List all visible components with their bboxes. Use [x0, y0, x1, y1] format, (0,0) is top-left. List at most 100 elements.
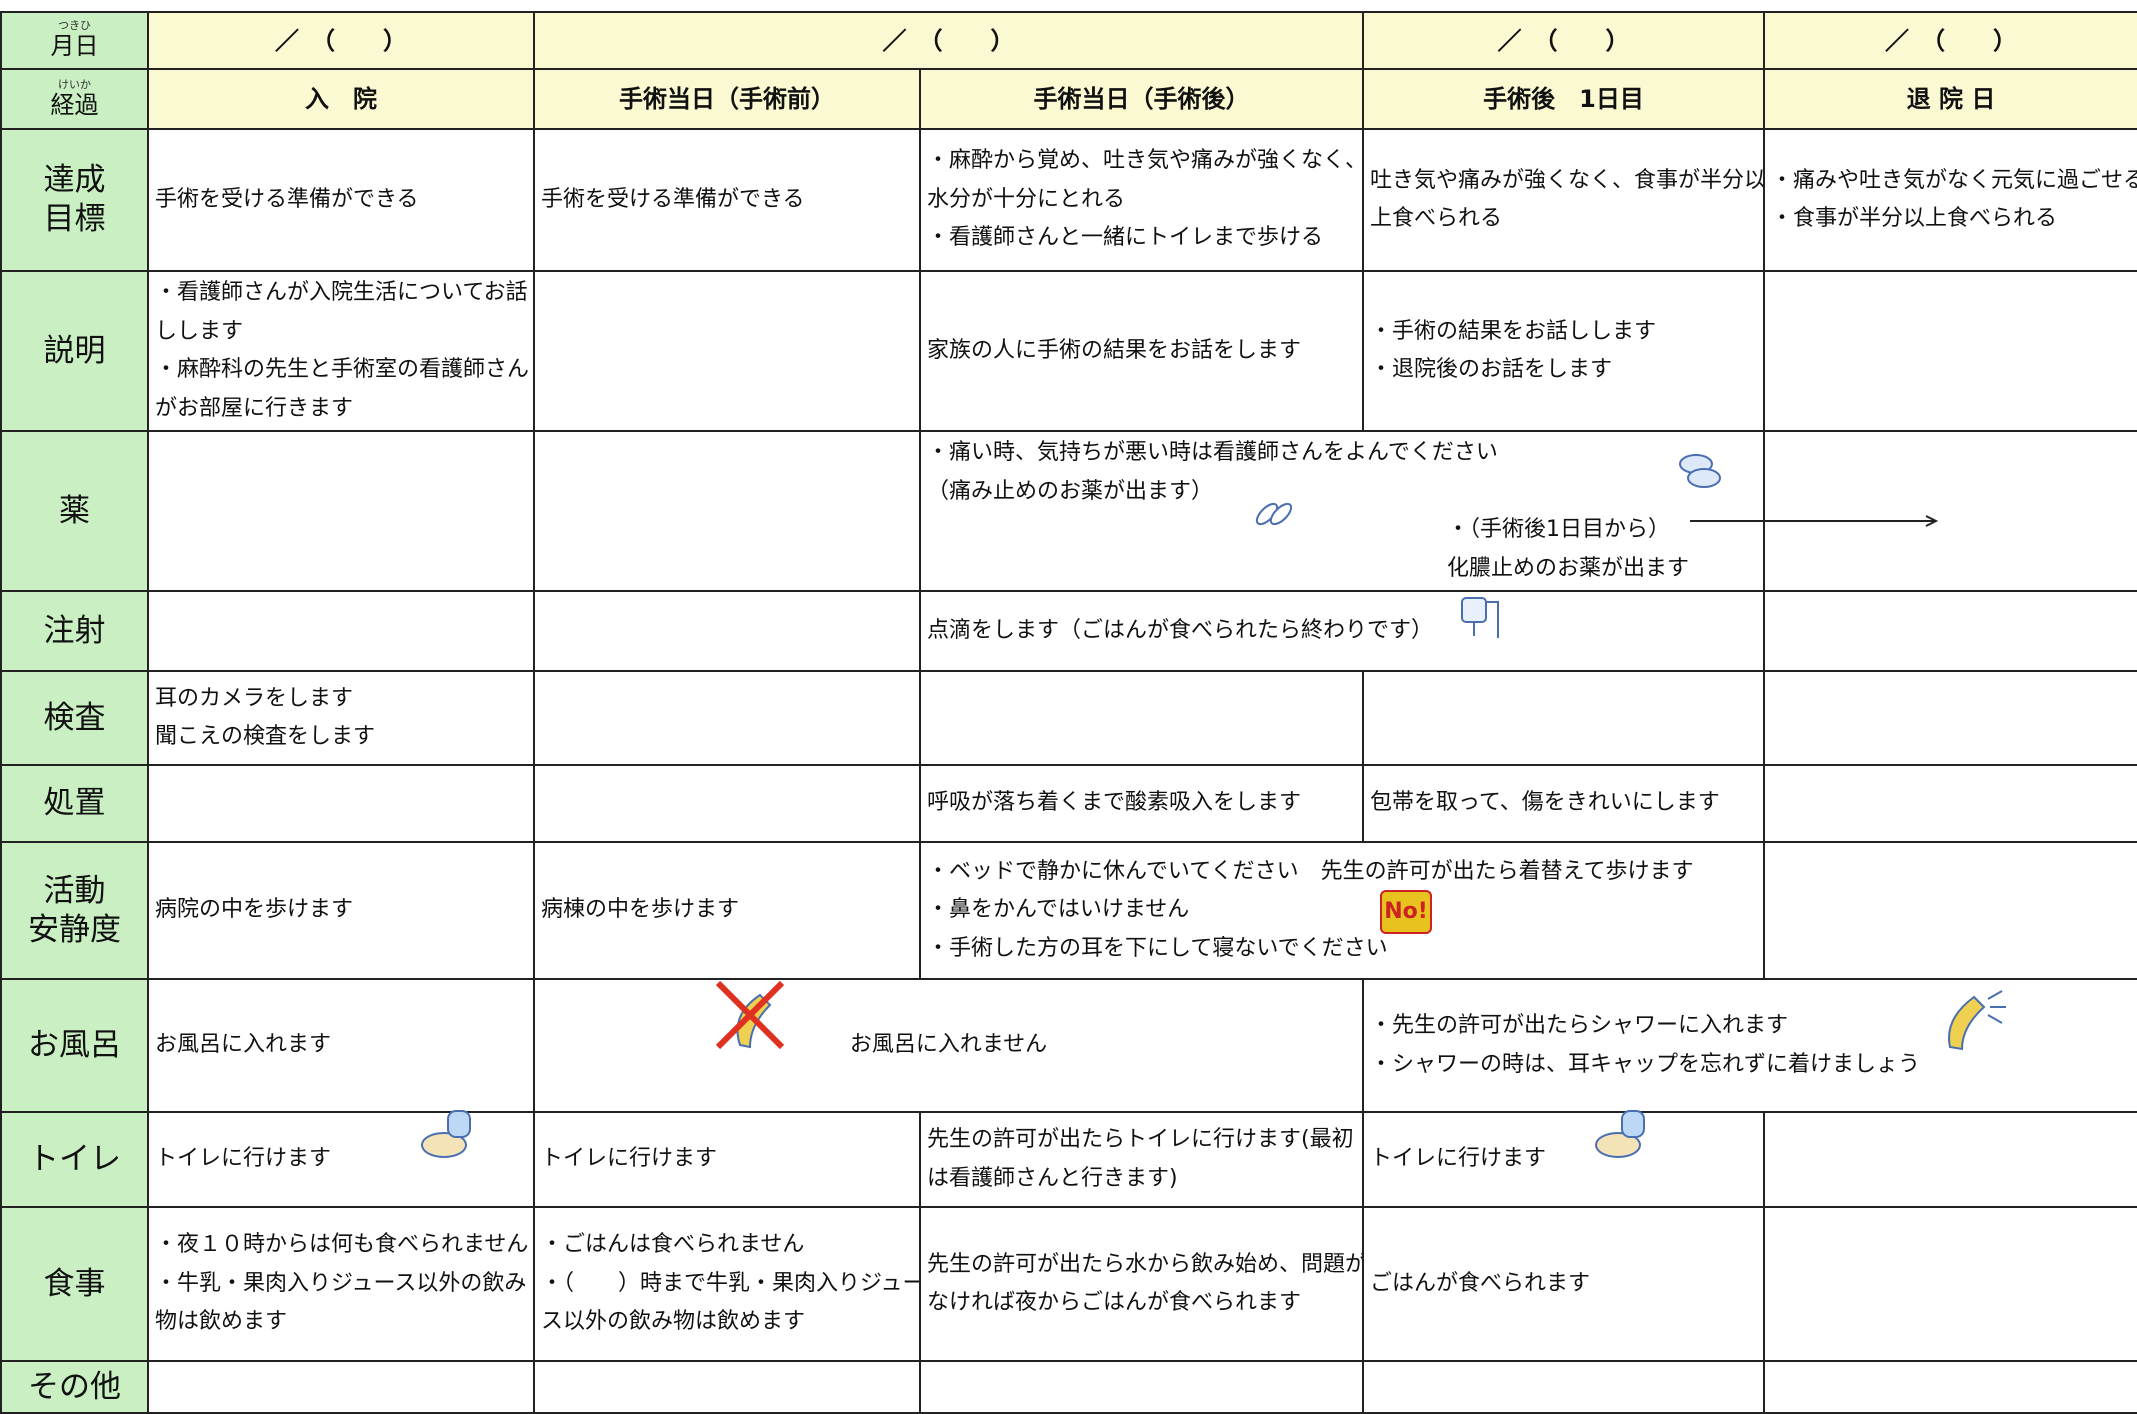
cell-line: 病棟の中を歩けます — [541, 897, 740, 923]
pathway-row: トイレ トイレに行けます トイレに行けます 先生の許可が出たらトイレに行けます(最初は… — [0, 1111, 2137, 1208]
cell: 耳のカメラをします 聞こえの検査をします — [147, 670, 535, 766]
cell-line: ・看護師さんが入院生活についてお話 — [155, 280, 528, 305]
cell-line: ・牛乳・果肉入りジュース以外の飲み — [155, 1270, 527, 1296]
cell — [1362, 670, 1765, 766]
row-header: 説明 — [0, 270, 149, 432]
cell: ・ベッドで静かに休んでいてください 先生の許可が出たら着替えて歩けます ・鼻をかん… — [919, 841, 1765, 980]
stage-cell: 手術当日（手術後） — [919, 68, 1364, 130]
cell-line: お風呂に入れません — [849, 1032, 1048, 1058]
cell: ・ごはんは食べられません ・（ ）時まで牛乳・果肉入りジュー ス以外の飲み物は飲めま… — [533, 1206, 921, 1362]
cell-line: トイレに行けます — [541, 1146, 718, 1172]
cell-line: ・ベッドで静かに休んでいてください 先生の許可が出たら着替えて歩けます — [927, 858, 1694, 884]
cell: ・痛みや吐き気がなく元気に過ごせる ・食事が半分以上食べられる — [1763, 128, 2137, 272]
cell — [1763, 270, 2137, 432]
row-header: けいか 経過 — [0, 68, 149, 130]
pathway-table: つきひ 月日／ （ ）／ （ ）／ （ ）／ （ ）けいか 経過入 院手術当日（手術… — [0, 11, 2137, 1414]
row-label: 検査 — [43, 699, 106, 736]
cell-line: トイレに行けます — [155, 1146, 332, 1172]
cell-line: ・手術の結果をお話しします — [1370, 318, 1657, 344]
row-header: 食事 — [0, 1206, 149, 1362]
row-header: 薬 — [0, 430, 149, 592]
cell — [1763, 1360, 2137, 1414]
pathway-table-wrap: つきひ 月日／ （ ）／ （ ）／ （ ）／ （ ）けいか 経過入 院手術当日（手術… — [0, 11, 2137, 1414]
row-label: トイレ — [28, 1141, 121, 1178]
cell: トイレに行けます — [1362, 1111, 1765, 1208]
no-bath-icon — [715, 980, 785, 1050]
cell — [147, 430, 535, 592]
cell: 点滴をします（ごはんが食べられたら終わりです） — [919, 590, 1765, 672]
cell-line: ・夜１０時からは何も食べられません — [155, 1232, 529, 1258]
cell — [1763, 1111, 2137, 1208]
cell-line: 点滴をします（ごはんが食べられたら終わりです） — [927, 617, 1434, 643]
cell: 呼吸が落ち着くまで酸素吸入をします — [919, 764, 1364, 843]
date-cell: ／ （ ） — [1763, 11, 2137, 70]
cell — [919, 670, 1364, 766]
furigana: つきひ — [58, 19, 91, 32]
pathway-row: 説明 ・看護師さんが入院生活についてお話 しします ・麻酔科の先生と手術室の看護師さん… — [0, 270, 2137, 432]
cell-line: 病院の中を歩けます — [155, 897, 354, 923]
cell-line: 聞こえの検査をします — [155, 724, 376, 749]
cell-line: ・看護師さんと一緒にトイレまで歩ける — [927, 225, 1324, 251]
cell-line: ・麻酔から覚め、吐き気や痛みが強くなく、 — [927, 148, 1363, 174]
row-label: 活動 — [43, 872, 106, 909]
row-label: その他 — [28, 1368, 121, 1405]
cell-line: なければ夜からごはんが食べられます — [927, 1290, 1302, 1315]
pathway-row: 注射 点滴をします（ごはんが食べられたら終わりです） — [0, 590, 2137, 672]
page: {"header":{"corner":[{"label":"月日","read… — [0, 11, 2137, 1414]
arrow — [1690, 515, 1939, 527]
medicine-icon — [1679, 454, 1721, 488]
cell — [147, 1360, 535, 1414]
cell-line: は看護師さんと行きます) — [927, 1165, 1178, 1191]
pathway-row: 処置 呼吸が落ち着くまで酸素吸入をします 包帯を取って、傷をきれいにします — [0, 764, 2137, 843]
cell — [533, 590, 921, 672]
cell: トイレに行けます — [533, 1111, 921, 1208]
cell-line: ・ごはんは食べられません — [541, 1232, 805, 1258]
cell — [533, 764, 921, 843]
date-cell: ／ （ ） — [1362, 11, 1765, 70]
cell: 家族の人に手術の結果をお話をします — [919, 270, 1364, 432]
cell — [1763, 764, 2137, 843]
pathway-row: 食事 ・夜１０時からは何も食べられません ・牛乳・果肉入りジュース以外の飲み 物は飲め… — [0, 1206, 2137, 1362]
row-label: 達成 — [43, 162, 106, 199]
cell: 吐き気や痛みが強くなく、食事が半分以 上食べられる — [1362, 128, 1765, 272]
cell-line: ス以外の飲み物は飲めます — [541, 1309, 806, 1335]
cell: お風呂に入れません — [533, 978, 1364, 1113]
cell-line: ごはんが食べられます — [1370, 1270, 1591, 1296]
cell: 手術を受ける準備ができる — [147, 128, 535, 272]
cell — [1763, 670, 2137, 766]
cell-line: 先生の許可が出たらトイレに行けます(最初 — [927, 1127, 1354, 1152]
cell-line: しします — [155, 318, 244, 344]
cell-line: ・痛い時、気持ちが悪い時は看護師さんをよんでください — [927, 440, 1498, 465]
pathway-row: 検査 耳のカメラをします 聞こえの検査をします — [0, 670, 2137, 766]
row-header: 活動 安静度 — [0, 841, 149, 980]
cell — [1362, 1360, 1765, 1414]
row-label: 経過 — [50, 90, 99, 119]
drip-icon — [1461, 597, 1499, 638]
stage-cell: 手術当日（手術前） — [533, 68, 921, 130]
cell-line: ・食事が半分以上食べられる — [1771, 206, 2058, 231]
toilet-icon — [421, 1110, 471, 1158]
cell: ・先生の許可が出たらシャワーに入れます ・シャワーの時は、耳キャップを忘れずに着け… — [1362, 978, 2137, 1113]
cell-line: 先生の許可が出たら水から飲み始め、問題が — [927, 1251, 1363, 1277]
row-header: お風呂 — [0, 978, 149, 1113]
row-header: つきひ 月日 — [0, 11, 149, 70]
row-label: 処置 — [43, 785, 106, 822]
pathway-row: 達成 目標 手術を受ける準備ができる 手術を受ける準備ができる ・麻酔から覚め、吐き気や… — [0, 128, 2137, 272]
stage-row: けいか 経過入 院手術当日（手術前） 手術当日（手術後） 手術後 1日目退 院 日 — [0, 68, 2137, 130]
row-label: 食事 — [43, 1265, 106, 1302]
cell — [147, 764, 535, 843]
cell: お風呂に入れます — [147, 978, 535, 1113]
row-header: トイレ — [0, 1111, 149, 1208]
cell: 病棟の中を歩けます — [533, 841, 921, 980]
cell: 手術を受ける準備ができる — [533, 128, 921, 272]
cell-line: 水分が十分にとれる — [927, 186, 1126, 212]
cell — [147, 590, 535, 672]
cell-line: ・シャワーの時は、耳キャップを忘れずに着けましょう — [1370, 1051, 1921, 1077]
cell-line: 化膿止めのお薬が出ます — [1447, 555, 1690, 581]
cell-line: 包帯を取って、傷をきれいにします — [1370, 790, 1720, 816]
cell-line: トイレに行けます — [1370, 1146, 1547, 1172]
row-label: 薬 — [59, 492, 90, 529]
row-label: 月日 — [50, 32, 99, 60]
cell — [1763, 430, 2137, 592]
date-cell: ／ （ ） — [147, 11, 535, 70]
